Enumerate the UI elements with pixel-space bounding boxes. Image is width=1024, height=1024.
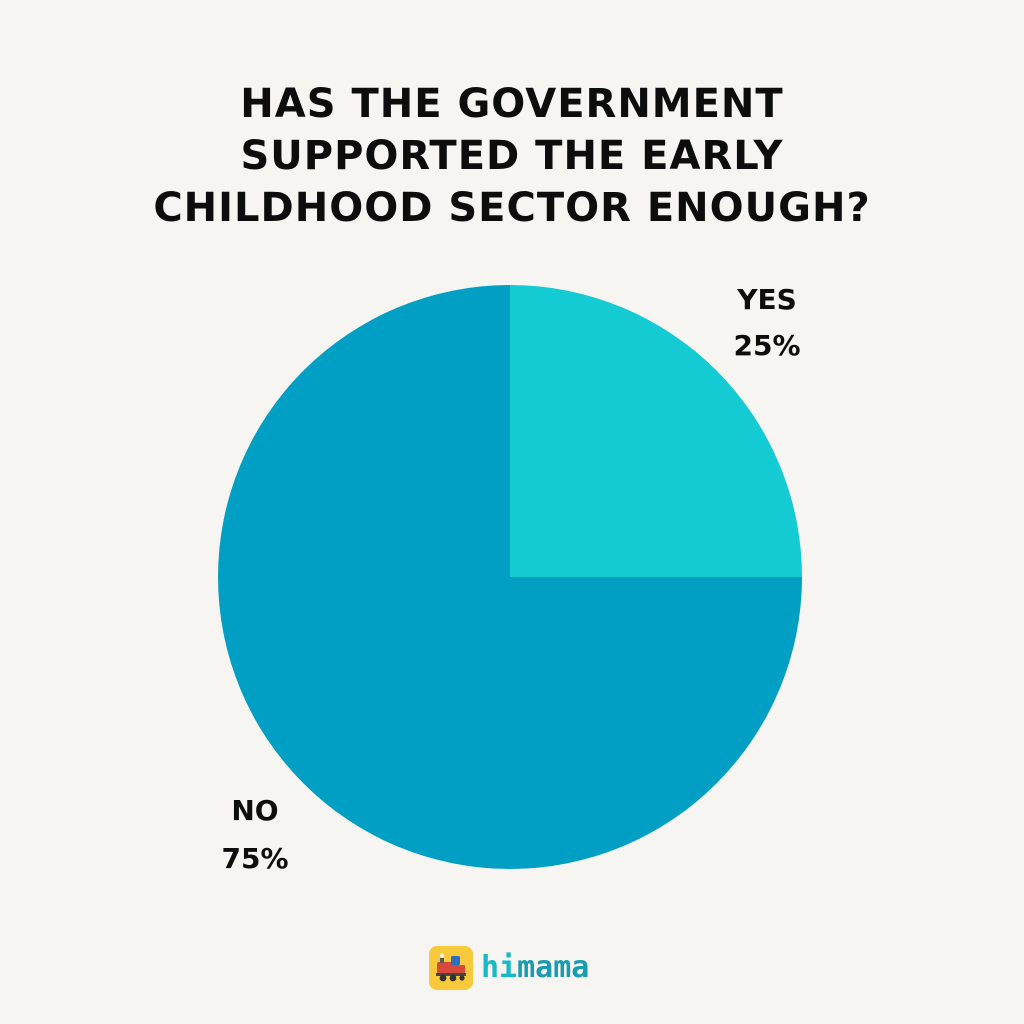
title-line-1: HAS THE GOVERNMENT <box>240 81 784 127</box>
himama-logo: himama <box>429 946 589 990</box>
pie-slices <box>218 285 802 869</box>
pie-slice-no <box>218 285 802 869</box>
title-line-2: SUPPORTED THE EARLY <box>240 133 784 179</box>
logo-mama: mama <box>517 950 590 985</box>
train-icon <box>429 946 473 990</box>
yes-label: YES <box>736 283 797 316</box>
logo-wordmark: himama <box>481 946 589 990</box>
no-label: NO <box>231 794 278 827</box>
pie-slice-yes <box>510 285 802 577</box>
yes-value-label: 25% <box>733 329 800 362</box>
logo-hi: hi <box>481 950 518 985</box>
title-line-3: CHILDHOOD SECTOR ENOUGH? <box>153 185 871 231</box>
chart-title: HAS THE GOVERNMENT SUPPORTED THE EARLY C… <box>0 78 1024 234</box>
pie-labels: YES 25% NO 75% <box>221 283 800 875</box>
no-value-label: 75% <box>221 842 288 875</box>
